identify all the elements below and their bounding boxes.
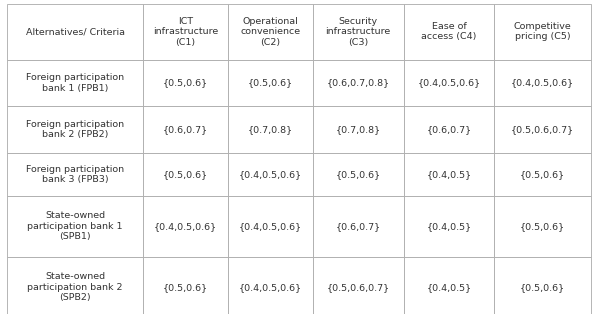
Text: {0.6,0.7,0.8}: {0.6,0.7,0.8} bbox=[327, 78, 390, 87]
Bar bbox=[143, 196, 228, 257]
Bar bbox=[7, 196, 143, 257]
Bar bbox=[494, 257, 591, 314]
Text: {0.4,0.5,0.6}: {0.4,0.5,0.6} bbox=[239, 283, 302, 292]
Bar bbox=[143, 106, 228, 153]
Text: Security
infrastructure
(C3): Security infrastructure (C3) bbox=[325, 17, 391, 46]
Text: {0.7,0.8}: {0.7,0.8} bbox=[336, 125, 381, 134]
Bar bbox=[494, 153, 591, 196]
Text: {0.5,0.6,0.7}: {0.5,0.6,0.7} bbox=[327, 283, 390, 292]
Text: {0.4,0.5}: {0.4,0.5} bbox=[426, 283, 472, 292]
Bar bbox=[313, 106, 404, 153]
Bar bbox=[494, 60, 591, 106]
Text: {0.4,0.5,0.6}: {0.4,0.5,0.6} bbox=[239, 222, 302, 231]
Text: {0.7,0.8}: {0.7,0.8} bbox=[248, 125, 293, 134]
Text: {0.6,0.7}: {0.6,0.7} bbox=[336, 222, 381, 231]
Text: {0.5,0.6}: {0.5,0.6} bbox=[520, 222, 565, 231]
Bar bbox=[7, 60, 143, 106]
Bar bbox=[7, 257, 143, 314]
Bar bbox=[404, 4, 494, 60]
Bar bbox=[494, 4, 591, 60]
Bar bbox=[494, 106, 591, 153]
Bar bbox=[404, 196, 494, 257]
Bar bbox=[313, 4, 404, 60]
Text: Operational
convenience
(C2): Operational convenience (C2) bbox=[241, 17, 300, 46]
Text: Competitive
pricing (C5): Competitive pricing (C5) bbox=[514, 22, 571, 41]
Bar bbox=[404, 106, 494, 153]
Text: {0.4,0.5,0.6}: {0.4,0.5,0.6} bbox=[239, 170, 302, 179]
Text: Alternatives/ Criteria: Alternatives/ Criteria bbox=[26, 27, 125, 36]
Bar bbox=[7, 4, 143, 60]
Bar bbox=[228, 4, 313, 60]
Bar bbox=[7, 106, 143, 153]
Bar bbox=[404, 60, 494, 106]
Text: {0.4,0.5}: {0.4,0.5} bbox=[426, 170, 472, 179]
Text: {0.5,0.6}: {0.5,0.6} bbox=[336, 170, 381, 179]
Bar bbox=[143, 4, 228, 60]
Bar bbox=[143, 153, 228, 196]
Bar bbox=[313, 196, 404, 257]
Bar bbox=[228, 60, 313, 106]
Bar bbox=[228, 196, 313, 257]
Text: {0.5,0.6}: {0.5,0.6} bbox=[248, 78, 293, 87]
Bar bbox=[143, 257, 228, 314]
Text: {0.4,0.5,0.6}: {0.4,0.5,0.6} bbox=[511, 78, 574, 87]
Bar bbox=[313, 257, 404, 314]
Text: {0.4,0.5,0.6}: {0.4,0.5,0.6} bbox=[417, 78, 481, 87]
Bar bbox=[7, 153, 143, 196]
Bar bbox=[228, 106, 313, 153]
Bar bbox=[313, 60, 404, 106]
Text: Foreign participation
bank 1 (FPB1): Foreign participation bank 1 (FPB1) bbox=[26, 73, 124, 93]
Text: Foreign participation
bank 2 (FPB2): Foreign participation bank 2 (FPB2) bbox=[26, 120, 124, 139]
Text: {0.4,0.5,0.6}: {0.4,0.5,0.6} bbox=[154, 222, 217, 231]
Text: {0.5,0.6}: {0.5,0.6} bbox=[163, 283, 208, 292]
Text: {0.5,0.6}: {0.5,0.6} bbox=[520, 170, 565, 179]
Text: State-owned
participation bank 1
(SPB1): State-owned participation bank 1 (SPB1) bbox=[27, 212, 123, 241]
Text: Foreign participation
bank 3 (FPB3): Foreign participation bank 3 (FPB3) bbox=[26, 165, 124, 184]
Text: {0.5,0.6}: {0.5,0.6} bbox=[520, 283, 565, 292]
Bar bbox=[404, 153, 494, 196]
Text: {0.4,0.5}: {0.4,0.5} bbox=[426, 222, 472, 231]
Text: State-owned
participation bank 2
(SPB2): State-owned participation bank 2 (SPB2) bbox=[27, 273, 123, 302]
Bar bbox=[313, 153, 404, 196]
Bar bbox=[228, 257, 313, 314]
Text: {0.6,0.7}: {0.6,0.7} bbox=[163, 125, 208, 134]
Bar bbox=[228, 153, 313, 196]
Bar bbox=[404, 257, 494, 314]
Bar bbox=[143, 60, 228, 106]
Bar bbox=[494, 196, 591, 257]
Text: ICT
infrastructure
(C1): ICT infrastructure (C1) bbox=[153, 17, 219, 46]
Text: Ease of
access (C4): Ease of access (C4) bbox=[421, 22, 476, 41]
Text: {0.6,0.7}: {0.6,0.7} bbox=[426, 125, 472, 134]
Text: {0.5,0.6,0.7}: {0.5,0.6,0.7} bbox=[511, 125, 574, 134]
Text: {0.5,0.6}: {0.5,0.6} bbox=[163, 170, 208, 179]
Text: {0.5,0.6}: {0.5,0.6} bbox=[163, 78, 208, 87]
